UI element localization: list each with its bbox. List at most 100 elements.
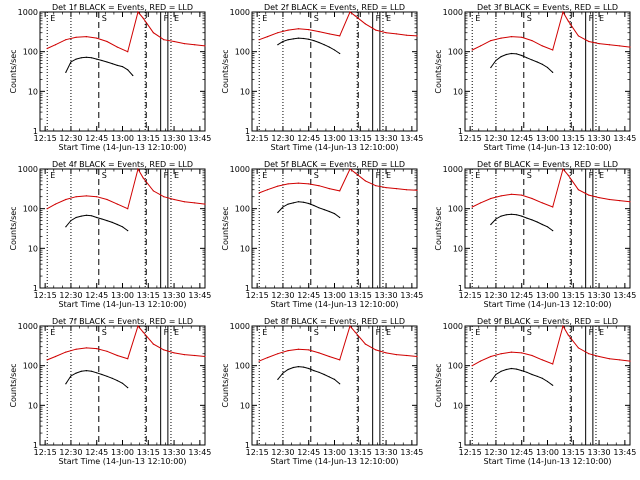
events-point — [65, 383, 67, 385]
x-tick-label: 12:45 — [297, 134, 320, 143]
x-tick-label: 12:15 — [34, 134, 57, 143]
x-tick-label: 12:30 — [59, 134, 82, 143]
lld-point — [46, 359, 48, 361]
lld-point — [258, 192, 260, 194]
lld-point — [204, 203, 206, 205]
lld-point — [277, 353, 279, 355]
marker-letter: E — [599, 171, 604, 180]
events-point — [536, 61, 538, 63]
x-tick-label: 13:00 — [536, 291, 559, 300]
marker-letter: E — [50, 171, 55, 180]
lld-point — [500, 37, 502, 39]
events-point — [75, 372, 77, 374]
x-tick-label: 13:00 — [536, 134, 559, 143]
y-tick-label: 100 — [23, 48, 38, 57]
lld-point — [500, 353, 502, 355]
y-tick-label: 1 — [245, 441, 250, 450]
plot-frame — [39, 11, 206, 132]
lld-point — [395, 354, 397, 356]
lld-point — [598, 43, 600, 45]
lld-point — [479, 202, 482, 204]
marker-letter: E — [174, 328, 179, 337]
events-point — [318, 41, 320, 44]
events-point — [106, 375, 108, 377]
x-tick-label: 13:45 — [188, 448, 211, 457]
lld-point — [297, 28, 299, 30]
events-point — [490, 66, 492, 69]
lld-point — [375, 29, 377, 31]
lld-series-line — [47, 324, 206, 361]
lld-point — [75, 36, 77, 38]
y-tick-label: 1000 — [18, 165, 38, 174]
lld-point — [521, 36, 523, 38]
y-axis-label: Counts/sec — [9, 363, 18, 407]
lld-point — [339, 359, 341, 361]
marker-letter: S — [314, 328, 319, 337]
marker-letter: F — [376, 328, 381, 337]
events-point — [323, 44, 325, 46]
lld-point — [46, 47, 48, 50]
lld-point — [577, 189, 580, 191]
lld-point — [619, 359, 621, 361]
events-series-line — [65, 56, 134, 76]
plot-frame — [39, 325, 206, 446]
y-tick-label: 100 — [235, 362, 250, 371]
events-point — [277, 44, 279, 46]
marker-letter: E — [386, 328, 391, 337]
events-point — [70, 375, 72, 377]
events-point — [510, 213, 512, 215]
lld-point — [471, 206, 473, 208]
x-tick-label: 12:45 — [510, 134, 533, 143]
marker-letter: F — [589, 171, 594, 180]
events-point — [333, 378, 336, 380]
lld-point — [598, 197, 600, 199]
lld-point — [173, 198, 175, 201]
y-tick-label: 100 — [235, 205, 250, 214]
events-point — [65, 71, 67, 73]
events-point — [297, 37, 299, 39]
lld-point — [152, 343, 154, 345]
events-point — [282, 372, 284, 374]
x-tick-label: 12:45 — [297, 291, 320, 300]
events-point — [116, 380, 118, 382]
events-point — [510, 52, 512, 55]
marker-letter: S — [102, 171, 107, 180]
events-point — [546, 380, 549, 383]
marker-letter: S — [527, 328, 532, 337]
y-axis-label: Counts/sec — [9, 49, 18, 93]
x-axis-label: Start Time (14-Jun-13 12:10:00) — [59, 457, 187, 466]
events-series-line — [277, 366, 341, 385]
events-point — [521, 54, 523, 57]
y-tick-label: 1 — [458, 127, 463, 136]
chart-panel-9: Det 9f BLACK = Events, RED = LLD 1 10 100 10… — [434, 317, 636, 466]
x-tick-label: 12:45 — [85, 134, 108, 143]
lld-point — [266, 189, 269, 191]
lld-point — [54, 44, 57, 46]
lld-point — [318, 352, 320, 354]
x-tick-label: 12:45 — [85, 291, 108, 300]
x-tick-label: 13:00 — [111, 134, 134, 143]
lld-point — [65, 198, 67, 201]
events-point — [328, 210, 330, 213]
lld-point — [183, 43, 185, 45]
events-point — [333, 49, 336, 51]
lld-point — [54, 355, 57, 358]
lld-point — [588, 353, 590, 355]
lld-point — [510, 193, 512, 195]
y-tick-label: 10 — [28, 244, 38, 253]
y-tick-label: 10 — [28, 87, 38, 96]
lld-point — [277, 185, 279, 187]
x-tick-label: 12:30 — [484, 448, 507, 457]
events-point — [526, 371, 528, 373]
events-point — [495, 218, 497, 220]
events-point — [121, 66, 124, 68]
y-tick-label: 10 — [453, 401, 463, 410]
lld-point — [127, 358, 129, 360]
events-point — [536, 221, 538, 223]
lld-point — [552, 206, 554, 208]
lld-point — [65, 351, 67, 353]
events-point — [541, 377, 543, 379]
x-tick-label: 13:45 — [400, 448, 423, 457]
lld-point — [137, 11, 139, 13]
events-point — [328, 46, 330, 48]
